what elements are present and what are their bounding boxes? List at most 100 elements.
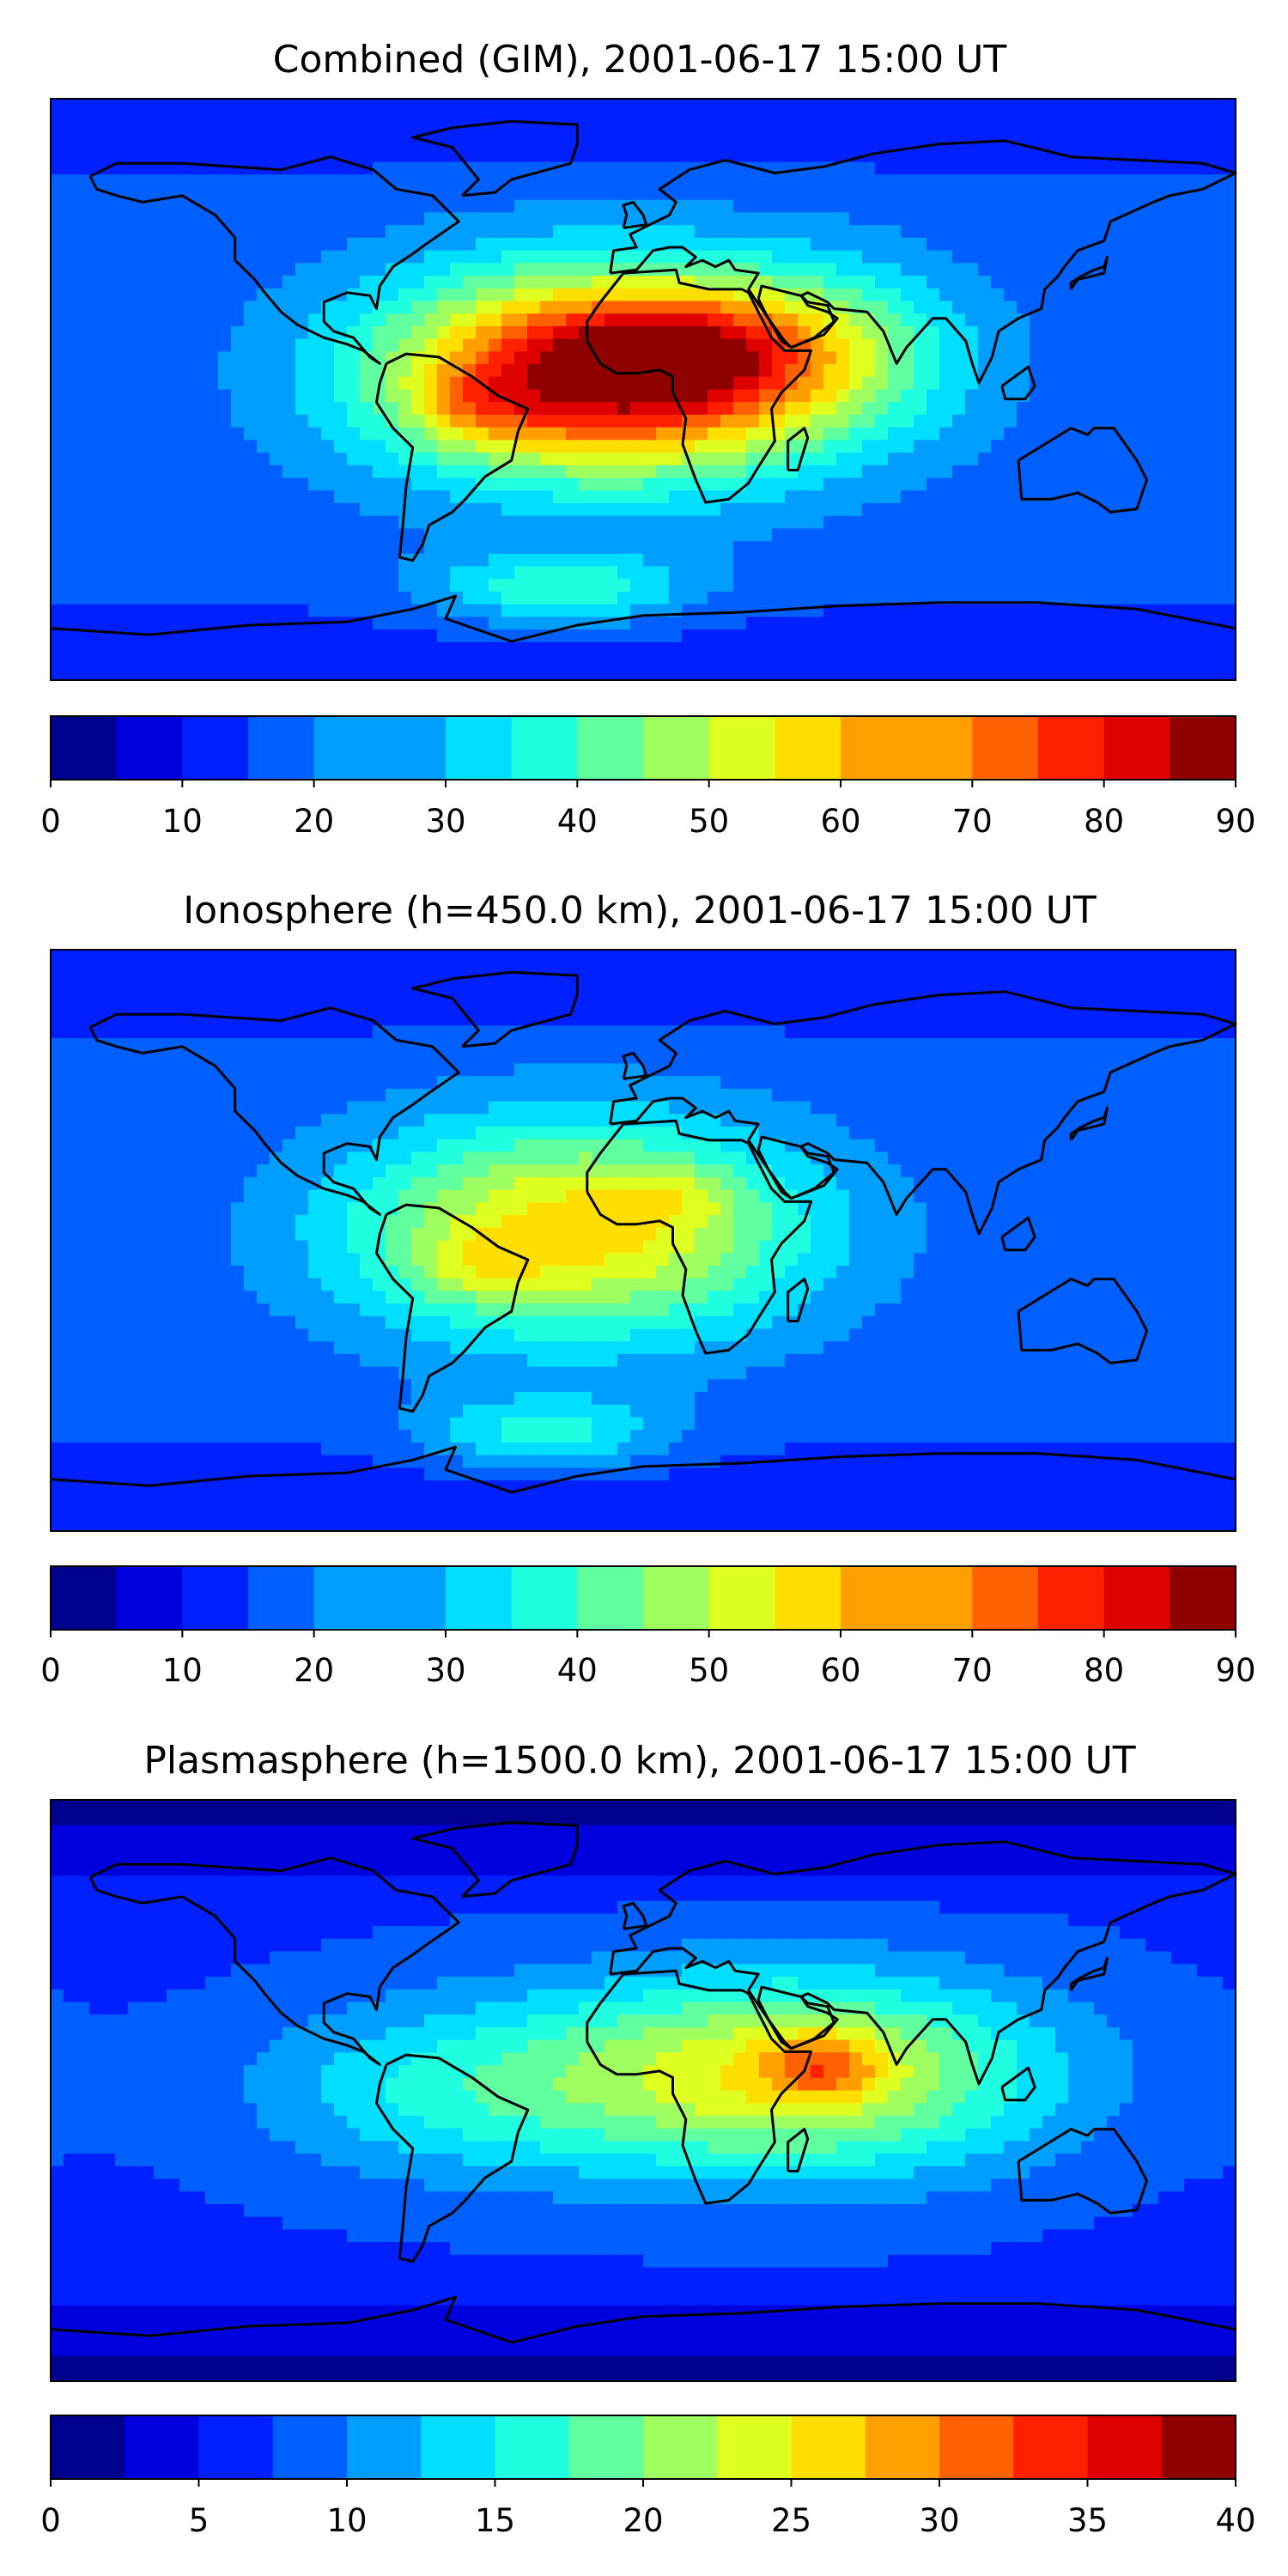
heatmap-cell (939, 187, 953, 201)
heatmap-cell (167, 641, 180, 656)
heatmap-cell (1094, 149, 1108, 163)
heatmap-cell (167, 515, 180, 529)
heatmap-cell (64, 528, 77, 542)
heatmap-cell (334, 427, 348, 440)
heatmap-cell (823, 641, 837, 656)
heatmap-cell (1081, 301, 1095, 314)
heatmap-cell (373, 502, 386, 517)
heatmap-cell (1145, 453, 1159, 466)
heatmap-cell (1094, 414, 1108, 428)
heatmap-cell (218, 402, 232, 416)
heatmap-cell (579, 604, 592, 618)
heatmap-cell (849, 477, 863, 491)
heatmap-cell (643, 515, 657, 529)
heatmap-cell (283, 174, 296, 188)
heatmap-cell (450, 250, 464, 264)
heatmap-cell (785, 515, 799, 529)
heatmap-cell (695, 288, 708, 302)
heatmap-cell (295, 99, 309, 112)
heatmap-cell (579, 351, 592, 365)
heatmap-cell (373, 440, 386, 453)
heatmap-cell (888, 553, 902, 568)
heatmap-cell (398, 137, 412, 150)
heatmap-cell (579, 137, 592, 150)
heatmap-cell (708, 174, 721, 188)
heatmap-cell (540, 237, 554, 252)
heatmap-cell (759, 225, 773, 239)
heatmap-cell (514, 987, 528, 1001)
heatmap-cell (115, 641, 129, 656)
heatmap-cell (914, 414, 927, 428)
heatmap-cell (605, 338, 618, 352)
heatmap-cell (102, 225, 116, 239)
heatmap-cell (1081, 364, 1095, 378)
heatmap-cell (965, 541, 979, 555)
heatmap-cell (669, 477, 683, 491)
heatmap-cell (51, 124, 64, 137)
heatmap-cell (965, 604, 979, 618)
heatmap-cell (424, 641, 438, 656)
heatmap-cell (334, 124, 348, 137)
heatmap-cell (128, 440, 142, 453)
heatmap-cell (811, 338, 824, 352)
heatmap-cell (231, 962, 245, 976)
heatmap-cell (540, 975, 554, 988)
heatmap-cell (553, 351, 567, 365)
coastlines (50, 119, 1237, 643)
heatmap-cell (965, 111, 979, 125)
heatmap-cell (553, 667, 567, 681)
heatmap-cell (1158, 313, 1172, 327)
heatmap-cell (1158, 199, 1172, 214)
heatmap-cell (373, 999, 386, 1014)
heatmap-cell (939, 325, 953, 340)
heatmap-cell (128, 364, 142, 378)
heatmap-cell (398, 149, 412, 163)
heatmap-cell (1081, 641, 1095, 656)
heatmap-cell (527, 566, 541, 580)
heatmap-cell (398, 99, 412, 112)
heatmap-cell (811, 453, 824, 466)
heatmap-cell (128, 174, 142, 188)
heatmap-cell (1197, 528, 1211, 542)
heatmap-cell (708, 962, 721, 976)
heatmap-cell (978, 325, 992, 340)
heatmap-cell (772, 950, 786, 963)
heatmap-cell (901, 667, 914, 681)
heatmap-cell (1055, 641, 1069, 656)
heatmap-cell (798, 199, 811, 214)
heatmap-cell (630, 187, 644, 201)
heatmap-cell (1120, 174, 1133, 188)
heatmap-cell (89, 402, 103, 416)
heatmap-cell (1017, 1025, 1030, 1039)
heatmap-cell (643, 225, 657, 239)
heatmap-cell (1030, 667, 1043, 681)
heatmap-cell (270, 351, 283, 365)
heatmap-cell (708, 301, 721, 314)
heatmap-cell (823, 440, 837, 453)
heatmap-cell (334, 174, 348, 188)
heatmap-cell (566, 453, 580, 466)
heatmap-cell (579, 465, 592, 479)
heatmap-cell (862, 591, 876, 605)
heatmap-cell (514, 490, 528, 504)
heatmap-cell (231, 338, 245, 352)
heatmap-cell (952, 414, 966, 428)
heatmap-cell (1030, 465, 1043, 479)
heatmap-cell (1223, 124, 1236, 137)
heatmap-cell (476, 950, 489, 963)
heatmap-cell (76, 212, 90, 226)
heatmap-cell (64, 987, 77, 1001)
heatmap-cell (952, 453, 966, 466)
heatmap-cell (669, 617, 683, 630)
heatmap-cell (1017, 338, 1030, 352)
heatmap-cell (592, 502, 605, 517)
heatmap-cell (695, 427, 708, 440)
heatmap-cell (592, 453, 605, 466)
heatmap-cell (154, 604, 167, 618)
heatmap-cell (914, 124, 927, 137)
heatmap-cell (759, 325, 773, 340)
heatmap-cell (579, 414, 592, 428)
heatmap-cell (566, 389, 580, 403)
heatmap-cell (1055, 477, 1069, 491)
heatmap-cell (308, 975, 322, 988)
